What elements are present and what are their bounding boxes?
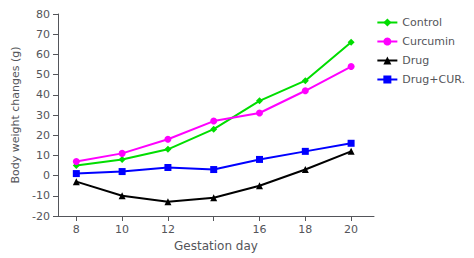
svg-text:10: 10 <box>36 149 50 162</box>
svg-text:Curcumin: Curcumin <box>402 35 455 48</box>
svg-text:60: 60 <box>36 48 50 61</box>
svg-text:-10: -10 <box>32 189 50 202</box>
svg-text:Drug: Drug <box>402 54 429 67</box>
svg-text:80: 80 <box>36 8 50 21</box>
svg-text:20: 20 <box>344 223 358 236</box>
svg-text:10: 10 <box>115 223 129 236</box>
svg-text:12: 12 <box>161 223 175 236</box>
svg-text:0: 0 <box>43 169 50 182</box>
svg-text:30: 30 <box>36 109 50 122</box>
svg-text:Drug+CUR.: Drug+CUR. <box>402 73 465 86</box>
svg-text:16: 16 <box>253 223 267 236</box>
svg-text:50: 50 <box>36 68 50 81</box>
svg-text:Body weight changes (g): Body weight changes (g) <box>9 46 22 183</box>
svg-text:Control: Control <box>402 16 442 29</box>
svg-text:18: 18 <box>298 223 312 236</box>
svg-text:40: 40 <box>36 88 50 101</box>
svg-text:Gestation day: Gestation day <box>174 239 258 253</box>
svg-text:8: 8 <box>73 223 80 236</box>
svg-text:20: 20 <box>36 129 50 142</box>
svg-text:70: 70 <box>36 28 50 41</box>
svg-text:-20: -20 <box>32 210 50 223</box>
